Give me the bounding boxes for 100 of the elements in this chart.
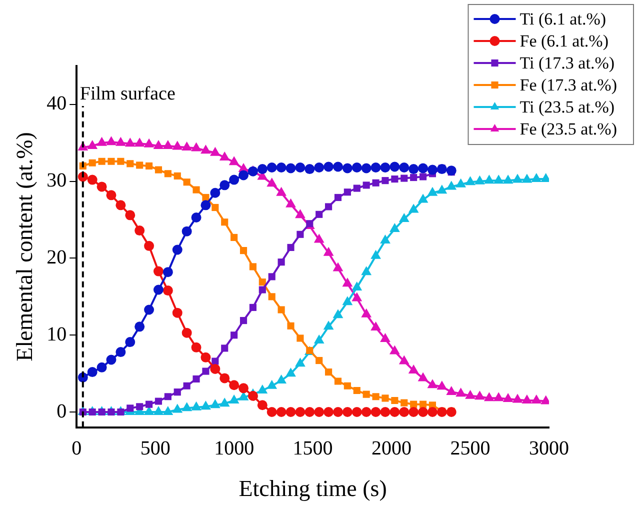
y-tick-label: 10 [46, 323, 67, 346]
point [427, 164, 438, 175]
point [212, 204, 219, 212]
point [229, 174, 240, 185]
point [144, 406, 154, 416]
point [183, 178, 190, 186]
point [210, 146, 220, 156]
point [465, 176, 476, 186]
point [325, 203, 332, 210]
point [446, 180, 457, 190]
point [436, 407, 447, 418]
x-axis-title: Etching time (s) [238, 476, 387, 502]
point [257, 164, 268, 174]
point [427, 407, 438, 418]
point [314, 407, 324, 418]
point [296, 334, 304, 342]
point [192, 375, 200, 382]
point [144, 304, 154, 315]
point [220, 180, 230, 190]
point [136, 403, 144, 410]
point [314, 234, 324, 243]
point [276, 186, 287, 196]
point [446, 166, 456, 176]
point [399, 407, 410, 418]
point [286, 163, 296, 174]
point [191, 212, 202, 222]
point [304, 164, 315, 174]
point [314, 334, 324, 344]
point [266, 380, 278, 389]
point [268, 273, 276, 280]
point [400, 399, 408, 406]
point [484, 174, 494, 184]
x-tick-label: 1000 [214, 438, 254, 460]
point [382, 394, 389, 402]
point [182, 402, 192, 412]
point [352, 281, 362, 290]
point [380, 332, 390, 342]
point [87, 140, 98, 149]
point [153, 406, 164, 416]
point [372, 179, 380, 186]
point [124, 138, 136, 147]
x-tick-label: 2000 [372, 438, 412, 460]
point [352, 407, 362, 418]
point [125, 210, 136, 220]
point [191, 342, 202, 352]
point [474, 175, 485, 184]
point [295, 358, 306, 367]
point [278, 258, 285, 266]
point [304, 407, 315, 418]
point [361, 163, 372, 174]
point [456, 178, 466, 188]
point [390, 407, 400, 418]
point [88, 159, 96, 166]
point [153, 266, 164, 276]
point [200, 200, 211, 210]
point [325, 368, 332, 376]
point [228, 394, 240, 404]
point [96, 182, 107, 192]
point [391, 176, 398, 183]
point [342, 278, 353, 287]
point [200, 352, 211, 362]
point [266, 178, 278, 187]
point [295, 209, 306, 218]
point [370, 250, 381, 259]
x-tick-label: 2500 [450, 438, 490, 460]
point [278, 306, 285, 314]
point [419, 400, 427, 408]
point [191, 401, 202, 410]
point [408, 407, 419, 418]
point [172, 244, 182, 255]
point [115, 136, 126, 146]
point [286, 198, 296, 208]
point [324, 407, 334, 418]
point [249, 304, 256, 311]
point [182, 226, 192, 236]
point [410, 400, 418, 408]
point [372, 393, 380, 400]
point [182, 142, 192, 151]
point [126, 160, 134, 168]
point [502, 392, 514, 402]
point [334, 194, 342, 202]
point [456, 388, 466, 397]
point [512, 394, 523, 403]
point [153, 284, 164, 295]
point [125, 337, 136, 348]
point [436, 164, 447, 174]
point [182, 328, 192, 338]
point [210, 188, 220, 198]
point [238, 383, 249, 394]
point [221, 344, 228, 352]
point [286, 407, 296, 418]
point [108, 158, 115, 165]
point [116, 200, 126, 210]
point [400, 174, 408, 182]
point [87, 174, 98, 185]
legend-label: Ti (23.5 at.%) [520, 97, 615, 116]
point [493, 392, 504, 402]
point [465, 390, 476, 399]
point [493, 174, 504, 184]
point [436, 380, 448, 390]
